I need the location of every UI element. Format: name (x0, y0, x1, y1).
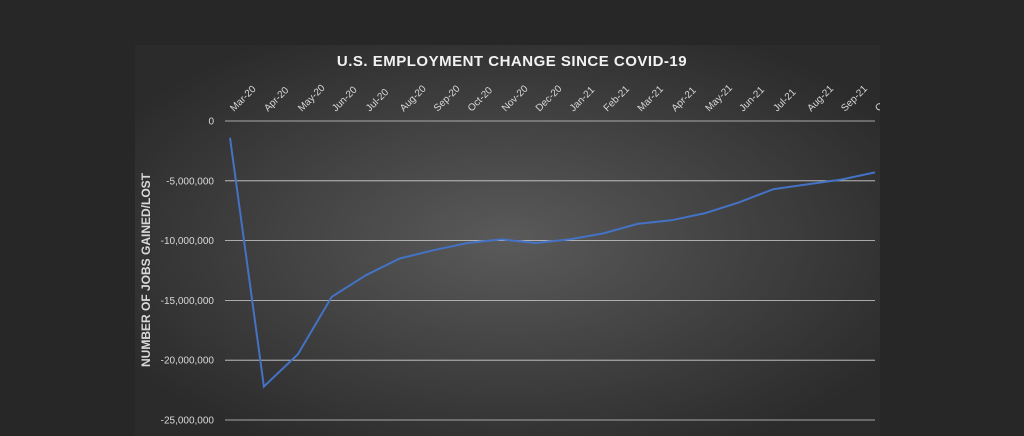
y-tick-label: -15,000,000 (161, 296, 215, 307)
y-tick-label: -20,000,000 (161, 356, 215, 367)
data-line (229, 137, 876, 389)
y-tick-label: -10,000,000 (161, 236, 215, 247)
y-tick-label: -25,000,000 (161, 416, 215, 427)
y-tick-label: -5,000,000 (166, 176, 214, 187)
y-axis-title: NUMBER OF JOBS GAINED/LOST (139, 172, 153, 367)
chart-title: U.S. EMPLOYMENT CHANGE SINCE COVID-19 (337, 53, 687, 70)
y-tick-label: 0 (208, 117, 214, 128)
